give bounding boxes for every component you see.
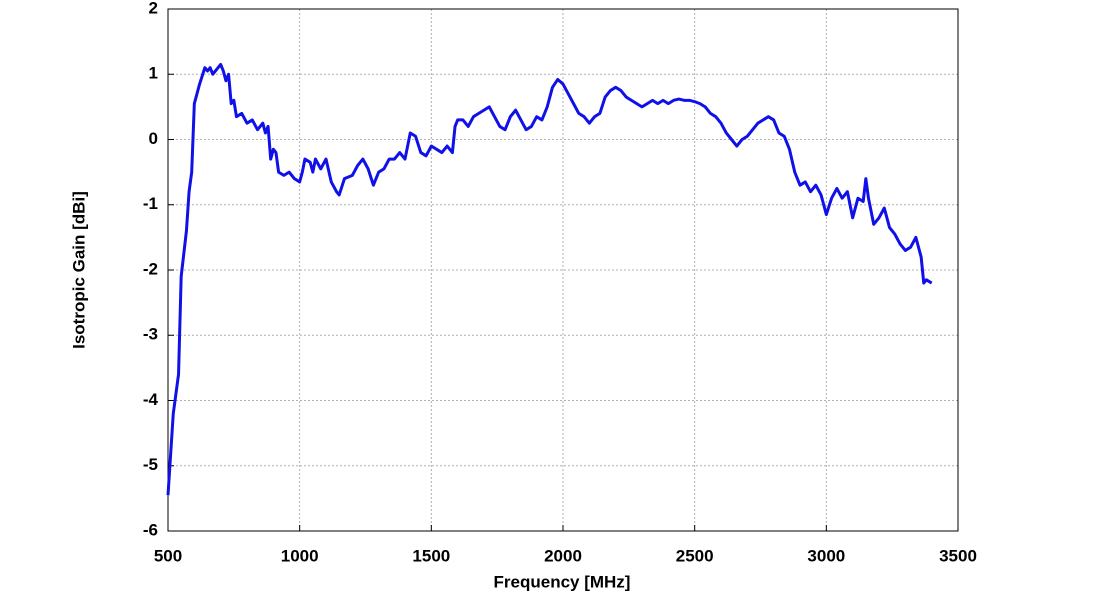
x-tick-label: 3000 — [807, 546, 845, 565]
y-tick-label: -4 — [143, 390, 159, 409]
x-tick-label: 1000 — [281, 546, 319, 565]
x-tick-label: 3500 — [939, 546, 977, 565]
y-tick-label: 2 — [149, 0, 158, 17]
y-tick-label: -6 — [143, 520, 158, 539]
x-tick-label: 2500 — [676, 546, 714, 565]
plot-frame — [167, 8, 959, 532]
y-tick-label: 0 — [149, 129, 158, 148]
y-axis-label: Isotropic Gain [dBi] — [69, 191, 88, 349]
x-axis-label: Frequency [MHz] — [494, 572, 631, 591]
y-tick-label: -2 — [143, 259, 158, 278]
y-tick-label: -1 — [143, 194, 158, 213]
y-tick-label: 1 — [149, 64, 158, 83]
x-tick-label: 2000 — [544, 546, 582, 565]
x-tick-label: 500 — [154, 546, 182, 565]
y-tick-label: -5 — [143, 455, 158, 474]
x-tick-label: 1500 — [412, 546, 450, 565]
y-tick-label: -3 — [143, 325, 158, 344]
data-line — [166, 62, 933, 496]
